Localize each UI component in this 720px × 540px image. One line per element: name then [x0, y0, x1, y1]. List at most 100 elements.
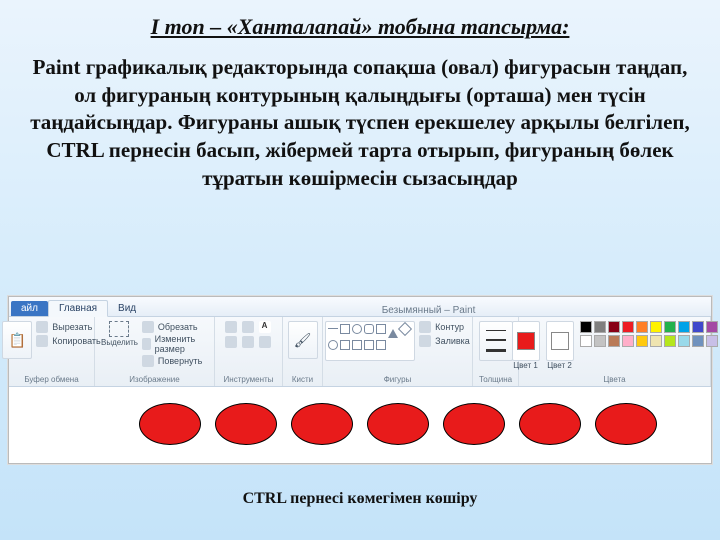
palette-color[interactable] [706, 321, 718, 333]
text-icon[interactable]: A [259, 321, 271, 333]
shape-poly-icon[interactable] [376, 324, 386, 334]
task-body: Paint графикалық редакторында сопақша (о… [0, 54, 720, 193]
palette-color[interactable] [594, 321, 606, 333]
resize-button[interactable]: Изменить размер [142, 334, 208, 354]
thk1-icon [486, 330, 506, 331]
select-label: Выделить [101, 338, 138, 347]
copy-icon [36, 335, 48, 347]
canvas-oval [139, 403, 201, 445]
ribbon-body: 📋 Вырезать Копировать Буфер обмена Выдел… [9, 317, 711, 387]
fill-icon[interactable] [242, 321, 254, 333]
group-label-shapes: Фигуры [384, 375, 412, 384]
color2-swatch-icon [551, 332, 569, 350]
paint-screenshot: айл Главная Вид Безымянный – Paint 📋 Выр… [8, 296, 712, 464]
palette-color[interactable] [664, 335, 676, 347]
shape-line-icon[interactable] [328, 328, 338, 338]
shape-arrow-icon[interactable] [340, 340, 350, 350]
color2-label: Цвет 2 [547, 361, 572, 370]
shapes-gallery[interactable] [325, 321, 415, 361]
tab-view[interactable]: Вид [108, 301, 146, 316]
palette-color[interactable] [636, 335, 648, 347]
group-label-image: Изображение [129, 375, 179, 384]
crop-icon [142, 321, 154, 333]
clipboard-icon: 📋 [9, 332, 26, 349]
canvas-oval [291, 403, 353, 445]
select-rect-icon[interactable] [109, 321, 129, 337]
footer-caption: CTRL пернесі көмегімен көшіру [0, 490, 720, 508]
ribbon-tabs: айл Главная Вид Безымянный – Paint [9, 297, 711, 317]
group-tools: A Инструменты [215, 317, 283, 386]
tab-file[interactable]: айл [11, 301, 48, 316]
thk2-icon [486, 339, 506, 341]
eraser-icon[interactable] [225, 336, 237, 348]
paste-button[interactable]: 📋 [2, 321, 32, 359]
palette-color[interactable] [650, 335, 662, 347]
shape-rect-icon[interactable] [340, 324, 350, 334]
thk3-icon [486, 349, 506, 352]
palette-color[interactable] [636, 321, 648, 333]
palette-color[interactable] [692, 321, 704, 333]
palette-color[interactable] [664, 321, 676, 333]
color-palette[interactable] [580, 321, 718, 347]
rotate-icon [142, 355, 154, 367]
window-title: Безымянный – Paint [146, 305, 711, 316]
palette-color[interactable] [608, 321, 620, 333]
crop-button[interactable]: Обрезать [142, 321, 208, 333]
canvas-oval [519, 403, 581, 445]
shape-cloud-icon[interactable] [376, 340, 386, 350]
color2-button[interactable] [546, 321, 574, 361]
brushes-button[interactable]: 🖌 [288, 321, 318, 359]
group-label-brushes: Кисти [292, 375, 313, 384]
palette-color[interactable] [594, 335, 606, 347]
zoom-icon[interactable] [259, 336, 271, 348]
canvas-oval [215, 403, 277, 445]
shape-star-icon[interactable] [352, 340, 362, 350]
shape-tri-icon[interactable] [388, 324, 398, 338]
group-image: Выделить Обрезать Изменить размер Поверн… [95, 317, 215, 386]
palette-color[interactable] [622, 321, 634, 333]
cut-button[interactable]: Вырезать [36, 321, 100, 333]
palette-color[interactable] [608, 335, 620, 347]
group-label-tools: Инструменты [224, 375, 274, 384]
shape-diamond-icon[interactable] [398, 322, 412, 336]
group-label-colors: Цвета [603, 375, 625, 384]
outline-button[interactable]: Контур [419, 321, 470, 333]
copy-button[interactable]: Копировать [36, 335, 100, 347]
pencil-icon[interactable] [225, 321, 237, 333]
canvas-oval [443, 403, 505, 445]
palette-color[interactable] [678, 321, 690, 333]
palette-color[interactable] [580, 335, 592, 347]
palette-color[interactable] [692, 335, 704, 347]
shape-circle-icon[interactable] [328, 340, 338, 350]
shape-hex-icon[interactable] [364, 340, 374, 350]
bucket-icon [419, 335, 431, 347]
rotate-button[interactable]: Повернуть [142, 355, 208, 367]
group-colors: Цвет 1 Цвет 2 Цвета [519, 317, 711, 386]
palette-color[interactable] [622, 335, 634, 347]
thickness-button[interactable] [479, 321, 513, 361]
palette-color[interactable] [706, 335, 718, 347]
tab-home[interactable]: Главная [48, 300, 108, 317]
picker-icon[interactable] [242, 336, 254, 348]
group-label-clipboard: Буфер обмена [24, 375, 78, 384]
canvas-oval [595, 403, 657, 445]
brush-icon: 🖌 [294, 332, 312, 349]
palette-color[interactable] [580, 321, 592, 333]
group-shapes: Контур Заливка Фигуры [323, 317, 473, 386]
shape-rrect-icon[interactable] [364, 324, 374, 334]
outline-icon [419, 321, 431, 333]
color1-button[interactable] [512, 321, 540, 361]
paint-canvas[interactable] [9, 387, 711, 463]
shape-fill-button[interactable]: Заливка [419, 335, 470, 347]
resize-icon [142, 338, 151, 350]
palette-color[interactable] [678, 335, 690, 347]
group-label-thickness: Толщина [479, 375, 512, 384]
group-clipboard: 📋 Вырезать Копировать Буфер обмена [9, 317, 95, 386]
scissors-icon [36, 321, 48, 333]
color1-label: Цвет 1 [513, 361, 538, 370]
palette-color[interactable] [650, 321, 662, 333]
slide-title: І топ – «Ханталапай» тобына тапсырма: [0, 0, 720, 54]
shape-oval-icon[interactable] [352, 324, 362, 334]
color1-swatch-icon [517, 332, 535, 350]
canvas-oval [367, 403, 429, 445]
